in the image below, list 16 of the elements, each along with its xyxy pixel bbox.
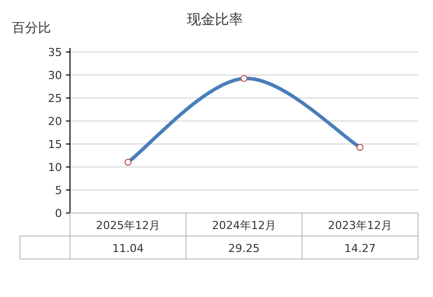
y-tick-label: 25 bbox=[48, 92, 62, 105]
y-tick-label: 10 bbox=[48, 161, 62, 174]
data-label: 29.25 bbox=[228, 242, 260, 255]
y-tick-label: 30 bbox=[48, 69, 62, 82]
x-tick-label: 2024年12月 bbox=[212, 219, 276, 232]
y-tick-label: 0 bbox=[55, 207, 62, 220]
y-tick-label: 20 bbox=[48, 115, 62, 128]
data-label: 11.04 bbox=[112, 242, 144, 255]
chart-title: 现金比率 bbox=[187, 12, 243, 28]
data-label: 14.27 bbox=[344, 242, 376, 255]
x-tick-label: 2025年12月 bbox=[96, 219, 160, 232]
x-tick-label: 2023年12月 bbox=[328, 219, 392, 232]
y-tick-label: 5 bbox=[55, 184, 62, 197]
y-tick-label: 35 bbox=[48, 46, 62, 59]
y-axis-title: 百分比 bbox=[12, 21, 51, 36]
y-tick-label: 15 bbox=[48, 138, 62, 151]
